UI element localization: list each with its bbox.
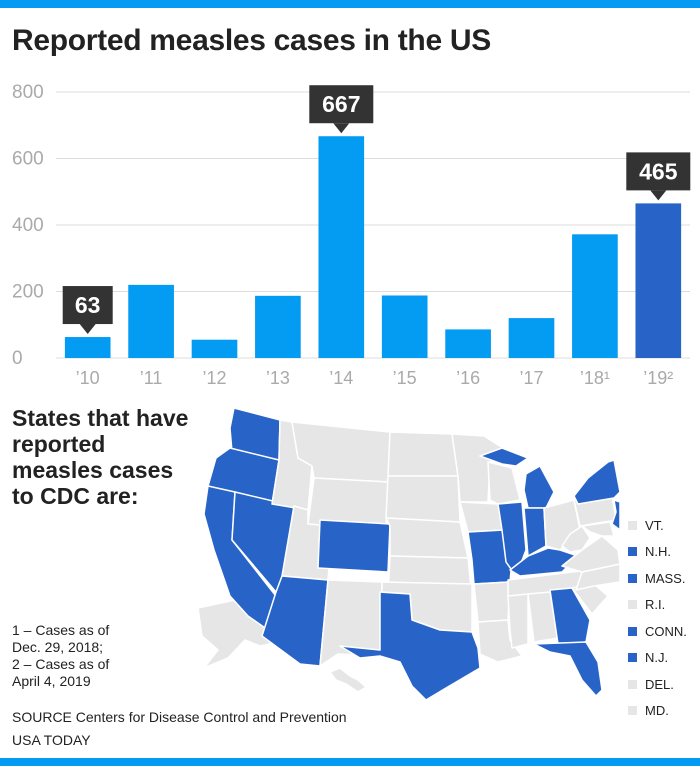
map-state-texas xyxy=(339,591,481,700)
footnote-line: 2 – Cases as of xyxy=(12,656,110,672)
us-map xyxy=(197,407,620,700)
legend-item: MD. xyxy=(628,698,687,725)
credit-line: USA TODAY xyxy=(12,732,91,748)
map-state-georgia xyxy=(549,587,591,645)
x-tick-label: ’14 xyxy=(329,368,353,388)
bar-5 xyxy=(381,295,428,358)
legend-swatch xyxy=(628,600,637,610)
bar-2 xyxy=(191,339,238,358)
y-tick-label: 600 xyxy=(12,149,44,170)
legend-item: N.H. xyxy=(628,539,687,566)
map-state-new-jersey xyxy=(611,499,620,531)
legend-item: N.J. xyxy=(628,645,687,672)
map-state-north-dakota xyxy=(387,431,459,477)
legend-item: DEL. xyxy=(628,671,687,698)
x-tick-label: ’10 xyxy=(76,368,100,388)
bar-1 xyxy=(128,284,174,358)
x-tick-label: ’19² xyxy=(643,368,673,388)
y-tick-label: 800 xyxy=(12,82,44,103)
map-heading: States that have reported measles cases … xyxy=(12,405,189,509)
legend-item: CONN. xyxy=(628,618,687,645)
source-note: SOURCE Centers for Disease Control and P… xyxy=(12,709,347,725)
footnote-line: Dec. 29, 2018; xyxy=(12,639,104,655)
legend-label: N.J. xyxy=(645,650,669,666)
callout-box xyxy=(309,85,374,124)
data-label: 667 xyxy=(322,91,360,117)
bar-chart: 0 200 400 600 800 ’10 ’11 ’12 ’13 ’14 ’15 ’16 ’17 ’18… xyxy=(12,82,691,388)
map-state-new-york xyxy=(573,459,620,505)
legend-swatch xyxy=(628,547,637,557)
legend-swatch xyxy=(628,626,637,636)
legend-item: R.I. xyxy=(628,592,687,619)
map-state-louisiana xyxy=(477,619,523,663)
callout-pointer xyxy=(79,324,96,335)
callout-pointer xyxy=(650,190,667,201)
legend-swatch xyxy=(628,679,637,689)
map-state-illinois xyxy=(497,501,527,577)
map-state-indiana xyxy=(523,507,547,557)
legend-label: CONN. xyxy=(645,623,687,639)
y-tick-label: 200 xyxy=(12,282,44,303)
callout-box xyxy=(626,152,691,191)
callout-box xyxy=(62,286,113,325)
bar-4 xyxy=(318,136,365,358)
chart-title: Reported measles cases in the US xyxy=(12,24,491,57)
map-state-maryland xyxy=(581,521,615,537)
footnotes: 1 – Cases as of Dec. 29, 2018; 2 – Cases… xyxy=(12,622,192,690)
bar-9 xyxy=(635,203,682,358)
map-state-arkansas xyxy=(473,581,511,623)
y-tick-label: 400 xyxy=(12,215,44,236)
map-state-wisconsin xyxy=(487,461,521,505)
map-state-south-dakota xyxy=(385,475,461,523)
callout-pointer xyxy=(333,123,350,134)
legend-label: MASS. xyxy=(645,570,686,586)
footnote-line: April 4, 2019 xyxy=(12,673,91,689)
x-tick-label: ’16 xyxy=(456,368,480,388)
legend-swatch xyxy=(628,706,637,716)
legend-label: DEL. xyxy=(645,676,674,692)
x-tick-label: ’17 xyxy=(519,368,543,388)
legend-item: MASS. xyxy=(628,565,687,592)
y-tick-label: 0 xyxy=(12,348,23,369)
x-tick-label: ’13 xyxy=(266,368,290,388)
legend-item: VT. xyxy=(628,512,687,539)
bar-3 xyxy=(255,295,301,358)
map-state-arizona xyxy=(261,575,329,667)
x-tick-label: ’15 xyxy=(393,368,417,388)
map-state-nebraska xyxy=(385,517,469,559)
x-tick-label: ’18¹ xyxy=(580,368,610,388)
bar-6 xyxy=(445,329,491,358)
legend-swatch xyxy=(628,573,637,583)
legend-label: MD. xyxy=(645,703,669,719)
data-label: 465 xyxy=(639,158,678,184)
legend-swatch xyxy=(628,520,637,530)
map-state-kentucky xyxy=(509,547,579,577)
legend-label: N.H. xyxy=(645,544,671,560)
top-accent-bar xyxy=(0,0,700,8)
bottom-accent-bar xyxy=(0,758,700,766)
map-state-hawaii xyxy=(329,667,367,693)
x-tick-label: ’12 xyxy=(202,368,226,388)
map-state-iowa xyxy=(459,501,505,533)
map-state-colorado xyxy=(317,519,391,573)
legend-label: VT. xyxy=(645,517,664,533)
map-state-florida xyxy=(533,641,603,697)
map-state-mississippi xyxy=(507,593,529,649)
bar-8 xyxy=(572,234,618,358)
legend-swatch xyxy=(628,653,637,663)
footnote-line: 1 – Cases as of xyxy=(12,622,110,638)
x-tick-label: ’11 xyxy=(140,368,163,388)
legend-label: R.I. xyxy=(645,597,666,613)
bar-0 xyxy=(64,337,111,358)
data-label: 63 xyxy=(75,292,101,318)
bar-7 xyxy=(508,318,555,358)
map-legend: VT. N.H. MASS. R.I. CONN. N.J. DEL. MD. xyxy=(628,512,687,724)
